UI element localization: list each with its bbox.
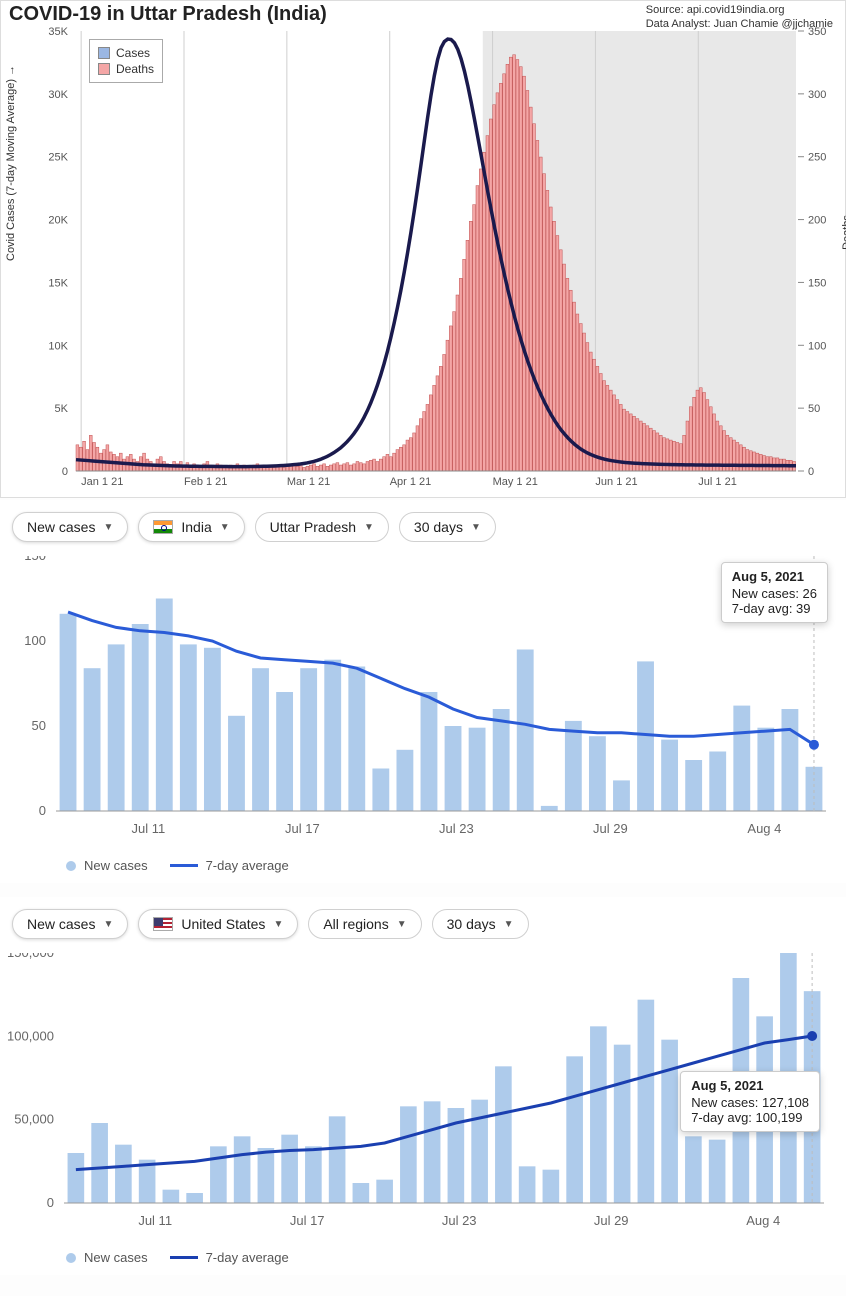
legend-line: 7-day average	[206, 1250, 289, 1265]
caret-down-icon: ▼	[103, 522, 113, 533]
svg-text:25K: 25K	[48, 152, 68, 164]
country-selector[interactable]: India▼	[138, 512, 244, 542]
svg-text:100: 100	[808, 340, 826, 352]
svg-text:Mar 1 21: Mar 1 21	[287, 476, 330, 488]
svg-text:0: 0	[808, 466, 814, 478]
svg-text:35K: 35K	[48, 26, 68, 38]
svg-text:Jan 1 21: Jan 1 21	[81, 476, 123, 488]
svg-text:0: 0	[62, 466, 68, 478]
svg-text:20K: 20K	[48, 215, 68, 227]
caret-down-icon: ▼	[471, 522, 481, 533]
tooltip-date: Aug 5, 2021	[732, 569, 817, 584]
svg-text:50,000: 50,000	[14, 1112, 54, 1127]
svg-text:Jul 23: Jul 23	[442, 1213, 477, 1228]
tooltip: Aug 5, 2021 New cases: 26 7-day avg: 39	[721, 562, 828, 623]
svg-text:Jul 17: Jul 17	[290, 1213, 325, 1228]
region-selector[interactable]: All regions▼	[308, 909, 421, 939]
svg-text:0: 0	[47, 1195, 54, 1210]
metric-selector[interactable]: New cases▼	[12, 512, 128, 542]
caret-down-icon: ▼	[504, 919, 514, 930]
filter-row: New cases▼ United States▼ All regions▼ 3…	[6, 905, 840, 953]
tooltip-date: Aug 5, 2021	[691, 1078, 809, 1093]
svg-text:May 1 21: May 1 21	[493, 476, 538, 488]
svg-text:5K: 5K	[55, 403, 69, 415]
svg-text:Jul 11: Jul 11	[132, 821, 166, 836]
chart-area: 0 50,000 100,000 150,000 Jul 11 Jul 17 Jul 23 J…	[6, 953, 840, 1244]
country-selector[interactable]: United States▼	[138, 909, 298, 939]
svg-text:Jul 1 21: Jul 1 21	[698, 476, 737, 488]
svg-text:Jul 29: Jul 29	[593, 821, 628, 836]
svg-text:15K: 15K	[48, 277, 68, 289]
region-selector[interactable]: Uttar Pradesh▼	[255, 512, 389, 542]
caret-down-icon: ▼	[364, 522, 374, 533]
svg-text:50: 50	[808, 403, 820, 415]
svg-text:100: 100	[24, 633, 46, 648]
svg-text:150,000: 150,000	[7, 953, 54, 960]
svg-text:30K: 30K	[48, 89, 68, 101]
chart-svg: Jan 1 21 Feb 1 21 Mar 1 21 Apr 1 21 May 1 21…	[1, 1, 846, 499]
tooltip-line1: New cases: 26	[732, 586, 817, 601]
legend-bars: New cases	[84, 1250, 148, 1265]
svg-text:150: 150	[808, 277, 826, 289]
svg-text:200: 200	[808, 215, 826, 227]
range-selector[interactable]: 30 days▼	[432, 909, 529, 939]
legend-bars: New cases	[84, 858, 148, 873]
svg-text:Jul 17: Jul 17	[285, 821, 320, 836]
svg-text:Aug 4: Aug 4	[746, 1213, 780, 1228]
svg-text:250: 250	[808, 152, 826, 164]
svg-text:50: 50	[32, 718, 46, 733]
india-flag-icon	[153, 520, 173, 534]
india-up-30day-chart: New cases▼ India▼ Uttar Pradesh▼ 30 days…	[0, 500, 846, 883]
svg-text:0: 0	[39, 803, 46, 818]
tooltip-line2: 7-day avg: 100,199	[691, 1110, 809, 1125]
us-flag-icon	[153, 917, 173, 931]
caret-down-icon: ▼	[103, 919, 113, 930]
caret-down-icon: ▼	[273, 919, 283, 930]
svg-text:350: 350	[808, 26, 826, 38]
legend: New cases 7-day average	[6, 852, 840, 873]
legend: New cases 7-day average	[6, 1244, 840, 1265]
legend-line: 7-day average	[206, 858, 289, 873]
chart-svg: 0 50 100 150 Jul 11 Jul 17 Jul 23 Jul 29 Aug 4	[6, 556, 838, 847]
svg-text:Aug 4: Aug 4	[747, 821, 781, 836]
svg-text:Jul 29: Jul 29	[594, 1213, 629, 1228]
chart-area: 0 50 100 150 Jul 11 Jul 17 Jul 23 Jul 29 Aug 4 A…	[6, 556, 840, 852]
svg-text:Apr 1 21: Apr 1 21	[390, 476, 432, 488]
metric-selector[interactable]: New cases▼	[12, 909, 128, 939]
caret-down-icon: ▼	[220, 522, 230, 533]
uttar-pradesh-main-chart: COVID-19 in Uttar Pradesh (India) Source…	[0, 0, 846, 498]
us-30day-chart: New cases▼ United States▼ All regions▼ 3…	[0, 897, 846, 1275]
tooltip-line1: New cases: 127,108	[691, 1095, 809, 1110]
caret-down-icon: ▼	[397, 919, 407, 930]
svg-text:10K: 10K	[48, 340, 68, 352]
svg-text:Jul 23: Jul 23	[439, 821, 474, 836]
svg-text:Feb 1 21: Feb 1 21	[184, 476, 227, 488]
range-selector[interactable]: 30 days▼	[399, 512, 496, 542]
tooltip-line2: 7-day avg: 39	[732, 601, 817, 616]
svg-text:300: 300	[808, 89, 826, 101]
svg-text:Jun 1 21: Jun 1 21	[595, 476, 637, 488]
svg-text:100,000: 100,000	[7, 1028, 54, 1043]
svg-text:150: 150	[24, 556, 46, 563]
tooltip: Aug 5, 2021 New cases: 127,108 7-day avg…	[680, 1071, 820, 1132]
svg-text:Jul 11: Jul 11	[138, 1213, 172, 1228]
filter-row: New cases▼ India▼ Uttar Pradesh▼ 30 days…	[6, 508, 840, 556]
